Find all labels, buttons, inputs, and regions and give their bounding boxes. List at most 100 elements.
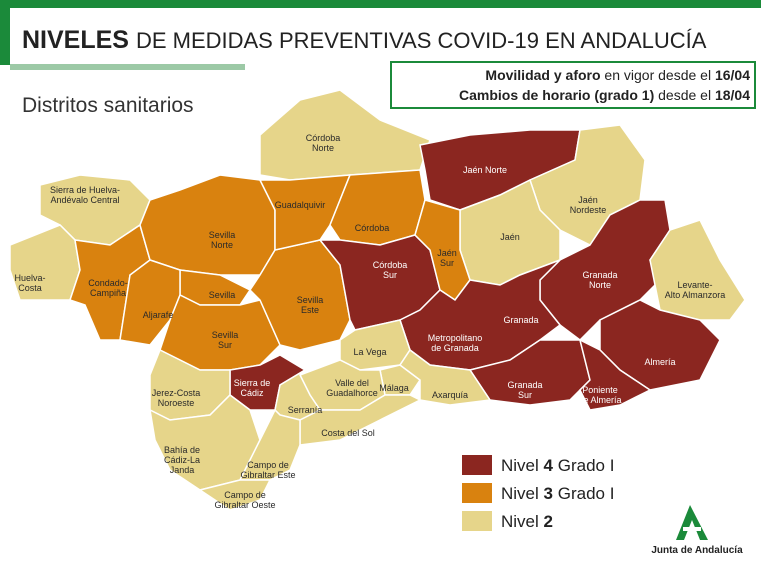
title-underline bbox=[10, 64, 245, 70]
district-label: Costa del Sol bbox=[321, 428, 375, 438]
district-label: Sevilla bbox=[297, 295, 324, 305]
district-label: Guadalhorce bbox=[326, 388, 378, 398]
district bbox=[649, 219, 746, 321]
district-label: Nordeste bbox=[570, 205, 607, 215]
logo-text: Junta de Andalucía bbox=[651, 545, 743, 556]
district-label: Norte bbox=[312, 143, 334, 153]
district-label: Bahía de bbox=[164, 445, 200, 455]
district-label: Jaén bbox=[437, 248, 457, 258]
district-label: Norte bbox=[589, 280, 611, 290]
notice-date: 16/04 bbox=[715, 67, 750, 83]
notice: Movilidad y aforo en vigor desde el 16/0… bbox=[459, 67, 750, 103]
notice-normal: desde el bbox=[658, 87, 711, 103]
district bbox=[119, 259, 181, 346]
district-label: Campo de bbox=[247, 460, 289, 470]
district-label: Málaga bbox=[379, 383, 409, 393]
side-bar bbox=[0, 8, 10, 65]
district-label: Andévalo Central bbox=[50, 195, 119, 205]
district-label: Huelva- bbox=[14, 273, 45, 283]
district-label: Poniente bbox=[582, 385, 618, 395]
notice-bold: Movilidad y aforo bbox=[485, 67, 600, 83]
district-label: Guadalquivir bbox=[275, 200, 326, 210]
notice-line: Cambios de horario (grado 1) desde el 18… bbox=[459, 87, 750, 103]
legend-label: Nivel 2 bbox=[501, 512, 553, 531]
district-label: Sur bbox=[383, 270, 397, 280]
legend-start: Nivel bbox=[501, 512, 539, 531]
district-label: Aljarafe bbox=[143, 310, 174, 320]
district-label: Norte bbox=[211, 240, 233, 250]
district-label: Sierra de Huelva- bbox=[50, 185, 120, 195]
district-label: Campiña bbox=[90, 288, 126, 298]
district-label: de Granada bbox=[431, 343, 479, 353]
top-bar bbox=[0, 0, 761, 8]
district-label: Córdoba bbox=[306, 133, 341, 143]
district-label: Sevilla bbox=[212, 330, 239, 340]
district-label: Levante- bbox=[677, 280, 712, 290]
legend-start: Nivel bbox=[501, 456, 539, 475]
district-label: Sur bbox=[518, 390, 532, 400]
district-label: Serranía bbox=[288, 405, 323, 415]
district-label: de Almería bbox=[578, 395, 621, 405]
legend-number: 4 bbox=[544, 456, 554, 475]
legend-swatch bbox=[462, 483, 492, 503]
legend-swatch bbox=[462, 511, 492, 531]
district-label: Este bbox=[301, 305, 319, 315]
legend-number: 3 bbox=[544, 484, 553, 503]
district-label: Janda bbox=[170, 465, 195, 475]
district-label: Noroeste bbox=[158, 398, 195, 408]
district bbox=[578, 338, 652, 411]
district-label: Granada bbox=[507, 380, 542, 390]
subtitle: Distritos sanitarios bbox=[22, 94, 194, 117]
district-label: Condado- bbox=[88, 278, 128, 288]
district-label: Granada bbox=[503, 315, 538, 325]
district-label: Granada bbox=[582, 270, 617, 280]
legend-end: Grado I bbox=[558, 484, 615, 503]
district-label: Metropolitano bbox=[428, 333, 483, 343]
district bbox=[299, 394, 422, 446]
notice-line: Movilidad y aforo en vigor desde el 16/0… bbox=[485, 67, 750, 83]
logo-mark bbox=[676, 505, 708, 540]
notice-normal: en vigor desde el bbox=[604, 67, 711, 83]
district-label: Sur bbox=[218, 340, 232, 350]
legend-start: Nivel bbox=[501, 484, 539, 503]
district-label: Valle del bbox=[335, 378, 369, 388]
district-label: Campo de bbox=[224, 490, 266, 500]
district-label: Axarquía bbox=[432, 390, 468, 400]
legend-number: 2 bbox=[544, 512, 553, 531]
district-label: Almería bbox=[644, 357, 675, 367]
district-label: Costa bbox=[18, 283, 42, 293]
notice-bold: Cambios de horario (grado 1) bbox=[459, 87, 654, 103]
district-label: Sevilla bbox=[209, 230, 236, 240]
district-label: Gibraltar Este bbox=[240, 470, 295, 480]
district-label: Jaén bbox=[578, 195, 598, 205]
district-label: Alto Almanzora bbox=[665, 290, 726, 300]
district-label: Sierra de bbox=[234, 378, 271, 388]
legend-end: Grado I bbox=[558, 456, 615, 475]
district bbox=[398, 348, 492, 406]
district-label: Córdoba bbox=[355, 223, 390, 233]
notice-box bbox=[390, 61, 756, 109]
legend-swatch bbox=[462, 455, 492, 475]
logo: Junta de Andalucía bbox=[651, 505, 743, 556]
district-label: Córdoba bbox=[373, 260, 408, 270]
district-label: Cádiz-La bbox=[164, 455, 200, 465]
logo-bar bbox=[683, 527, 701, 531]
district-label: Jaén bbox=[500, 232, 520, 242]
district bbox=[198, 479, 272, 511]
notice-date: 18/04 bbox=[715, 87, 750, 103]
district-label: Gibraltar Oeste bbox=[214, 500, 275, 510]
district-label: La Vega bbox=[353, 347, 386, 357]
district-label: Sevilla bbox=[209, 290, 236, 300]
district-label: Jaén Norte bbox=[463, 165, 507, 175]
title-bold: NIVELES bbox=[22, 26, 129, 54]
title-rest: DE MEDIDAS PREVENTIVAS COVID-19 EN ANDAL… bbox=[136, 28, 707, 53]
district-label: Jerez-Costa bbox=[152, 388, 201, 398]
legend-label: Nivel 3 Grado I bbox=[501, 484, 614, 503]
title: NIVELES DE MEDIDAS PREVENTIVAS COVID-19 … bbox=[22, 26, 707, 54]
legend-label: Nivel 4 Grado I bbox=[501, 456, 614, 475]
district-label: Sur bbox=[440, 258, 454, 268]
district-label: Cádiz bbox=[240, 388, 264, 398]
